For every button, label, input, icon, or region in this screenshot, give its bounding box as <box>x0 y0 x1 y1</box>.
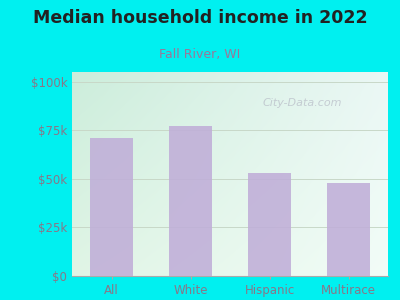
Text: City-Data.com: City-Data.com <box>263 98 342 108</box>
Text: Median household income in 2022: Median household income in 2022 <box>33 9 367 27</box>
Bar <box>169 126 212 276</box>
Text: Fall River, WI: Fall River, WI <box>159 48 241 61</box>
Bar <box>327 183 370 276</box>
Bar <box>248 173 291 276</box>
Bar <box>90 138 133 276</box>
